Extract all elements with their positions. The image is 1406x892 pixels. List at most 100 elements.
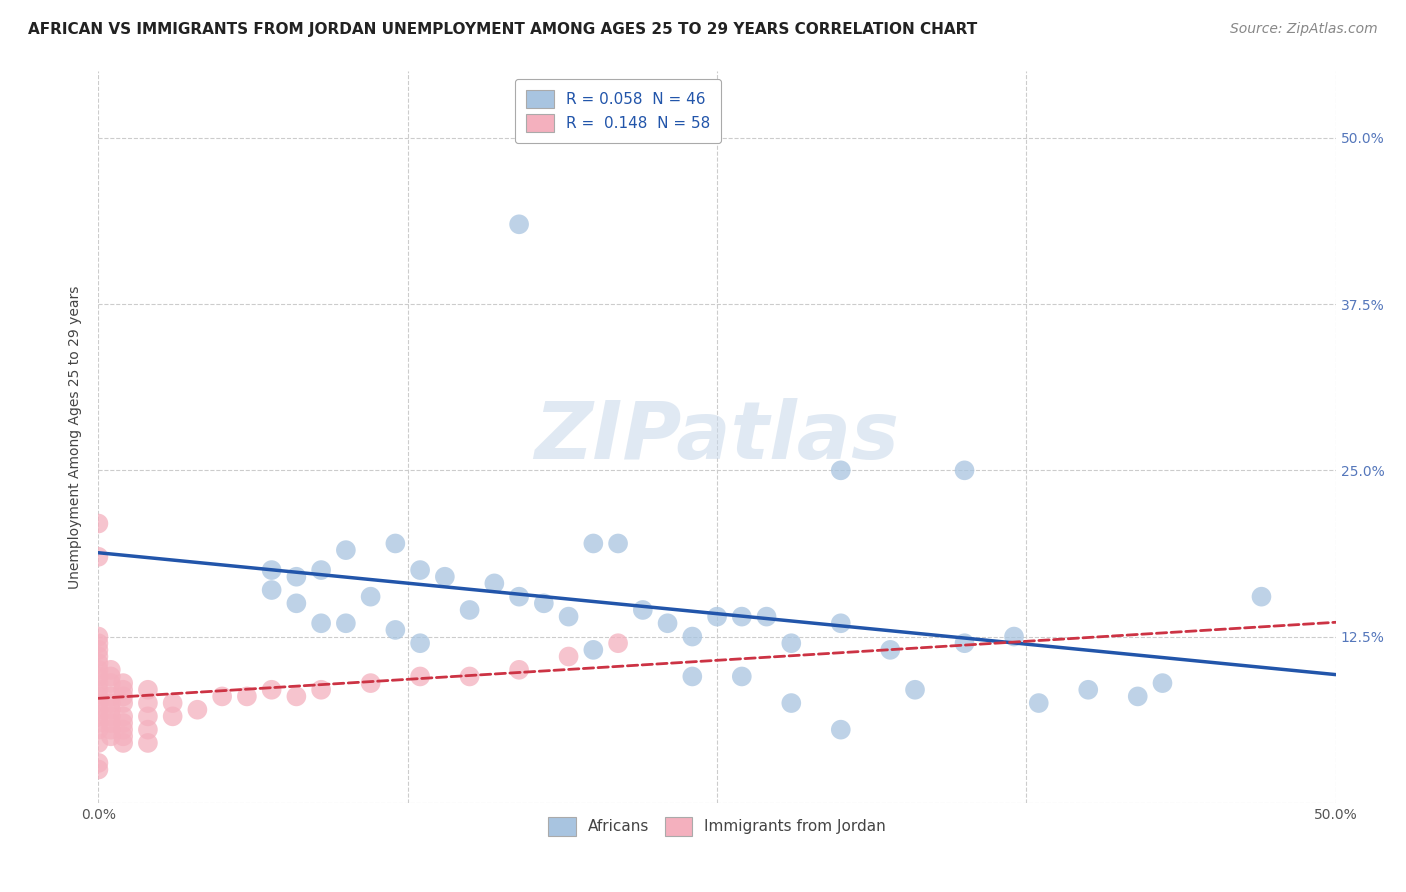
Legend: Africans, Immigrants from Jordan: Africans, Immigrants from Jordan: [537, 806, 897, 847]
Point: [409, 563, 432, 577]
Point: [87, 763, 110, 777]
Y-axis label: Unemployment Among Ages 25 to 29 years: Unemployment Among Ages 25 to 29 years: [69, 285, 83, 589]
Point: [1126, 690, 1149, 704]
Point: [112, 682, 135, 697]
Point: [335, 616, 357, 631]
Point: [87, 656, 110, 670]
Point: [112, 736, 135, 750]
Point: [309, 563, 332, 577]
Point: [87, 676, 110, 690]
Point: [780, 696, 803, 710]
Point: [508, 590, 530, 604]
Point: [582, 643, 605, 657]
Point: [87, 736, 110, 750]
Text: Source: ZipAtlas.com: Source: ZipAtlas.com: [1230, 22, 1378, 37]
Point: [458, 669, 481, 683]
Point: [87, 682, 110, 697]
Point: [557, 609, 579, 624]
Point: [100, 669, 122, 683]
Point: [731, 609, 754, 624]
Point: [112, 723, 135, 737]
Point: [830, 723, 852, 737]
Point: [731, 669, 754, 683]
Point: [285, 690, 308, 704]
Point: [706, 609, 728, 624]
Point: [360, 676, 382, 690]
Text: ZIPatlas: ZIPatlas: [534, 398, 900, 476]
Point: [830, 616, 852, 631]
Point: [335, 543, 357, 558]
Point: [780, 636, 803, 650]
Point: [309, 682, 332, 697]
Point: [879, 643, 901, 657]
Point: [112, 716, 135, 731]
Point: [87, 663, 110, 677]
Point: [100, 723, 122, 737]
Point: [1028, 696, 1050, 710]
Point: [681, 669, 703, 683]
Point: [508, 663, 530, 677]
Point: [136, 736, 159, 750]
Point: [100, 696, 122, 710]
Point: [136, 709, 159, 723]
Point: [309, 616, 332, 631]
Point: [186, 703, 208, 717]
Point: [953, 636, 976, 650]
Point: [112, 709, 135, 723]
Point: [211, 690, 233, 704]
Point: [162, 709, 184, 723]
Point: [236, 690, 259, 704]
Point: [409, 669, 432, 683]
Point: [112, 696, 135, 710]
Point: [830, 463, 852, 477]
Point: [100, 676, 122, 690]
Point: [112, 676, 135, 690]
Point: [607, 636, 630, 650]
Point: [285, 596, 308, 610]
Point: [100, 729, 122, 743]
Point: [904, 682, 927, 697]
Point: [755, 609, 778, 624]
Point: [631, 603, 654, 617]
Point: [384, 623, 406, 637]
Point: [508, 217, 530, 231]
Point: [557, 649, 579, 664]
Point: [136, 682, 159, 697]
Point: [100, 709, 122, 723]
Point: [260, 682, 283, 697]
Point: [100, 663, 122, 677]
Text: AFRICAN VS IMMIGRANTS FROM JORDAN UNEMPLOYMENT AMONG AGES 25 TO 29 YEARS CORRELA: AFRICAN VS IMMIGRANTS FROM JORDAN UNEMPL…: [28, 22, 977, 37]
Point: [87, 516, 110, 531]
Point: [87, 696, 110, 710]
Point: [100, 703, 122, 717]
Point: [87, 630, 110, 644]
Point: [433, 570, 456, 584]
Point: [87, 690, 110, 704]
Point: [384, 536, 406, 550]
Point: [112, 729, 135, 743]
Point: [100, 716, 122, 731]
Point: [360, 590, 382, 604]
Point: [582, 536, 605, 550]
Point: [87, 669, 110, 683]
Point: [458, 603, 481, 617]
Point: [1077, 682, 1099, 697]
Point: [657, 616, 679, 631]
Point: [1152, 676, 1174, 690]
Point: [87, 649, 110, 664]
Point: [87, 703, 110, 717]
Point: [100, 690, 122, 704]
Point: [260, 582, 283, 597]
Point: [87, 723, 110, 737]
Point: [953, 463, 976, 477]
Point: [87, 709, 110, 723]
Point: [285, 570, 308, 584]
Point: [87, 716, 110, 731]
Point: [681, 630, 703, 644]
Point: [162, 696, 184, 710]
Point: [87, 549, 110, 564]
Point: [87, 636, 110, 650]
Point: [136, 696, 159, 710]
Point: [87, 756, 110, 770]
Point: [112, 690, 135, 704]
